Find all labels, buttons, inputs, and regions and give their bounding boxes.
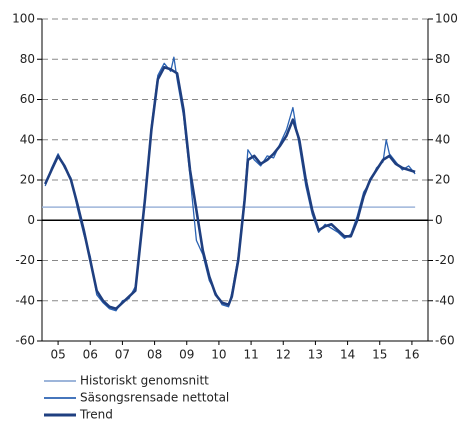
y2-tick-label: 0 [435,213,443,227]
series-line [44,56,416,312]
x-tick-label: 12 [276,348,291,362]
x-tick-label: 10 [211,348,226,362]
y2-tick-label: 80 [435,52,450,66]
x-tick-label: 16 [404,348,419,362]
y-tick-label: -60 [15,334,35,348]
x-tick-label: 07 [115,348,130,362]
legend-label: Säsongsrensade nettotal [80,391,229,405]
x-tick-label: 15 [372,348,387,362]
x-tick-label: 05 [50,348,65,362]
y2-tick-label: 20 [435,173,450,187]
x-tick-label: 11 [243,348,258,362]
x-tick-label: 14 [340,348,355,362]
y2-tick-label: 60 [435,92,450,106]
y2-tick-label: -60 [435,334,455,348]
x-tick-label: 06 [83,348,98,362]
y2-tick-label: 40 [435,132,450,146]
y-tick-label: -40 [15,293,35,307]
y-tick-label: 0 [27,213,35,227]
y2-tick-label: 100 [435,12,458,26]
y-tick-label: 40 [20,132,35,146]
series-line [44,66,416,311]
legend-label: Historiskt genomsnitt [80,374,209,388]
y-tick-label: 60 [20,92,35,106]
y2-tick-label: -40 [435,293,455,307]
x-tick-label: 13 [308,348,323,362]
legend-label: Trend [79,408,113,422]
y-tick-label: 80 [20,52,35,66]
x-tick-label: 08 [147,348,162,362]
y-tick-label: 20 [20,173,35,187]
y-tick-label: 100 [12,12,35,26]
y-tick-label: -20 [15,253,35,267]
y2-tick-label: -20 [435,253,455,267]
x-tick-label: 09 [179,348,194,362]
